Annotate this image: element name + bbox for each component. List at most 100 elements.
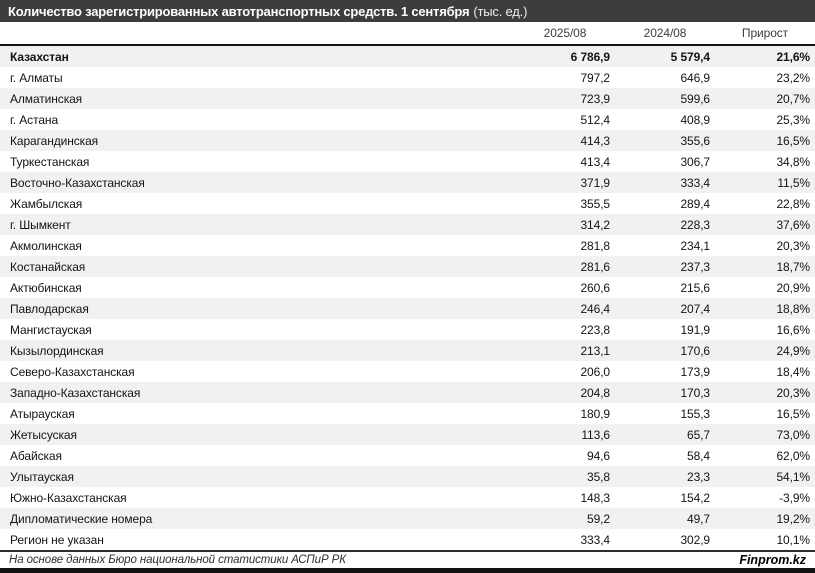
growth-cell: 25,3% xyxy=(776,112,810,127)
region-cell: Акмолинская xyxy=(10,238,82,253)
vehicles-table: 2025/08 2024/08 Прирост Казахстан 6 786,9… xyxy=(0,22,815,550)
growth-cell: 54,1% xyxy=(776,469,810,484)
value-2025-cell: 371,9 xyxy=(580,175,610,190)
report-footer: На основе данных Бюро национальной стати… xyxy=(0,550,815,568)
table-row: Улытауская 35,8 23,3 54,1% xyxy=(0,466,815,487)
value-2024-cell: 234,1 xyxy=(680,238,710,253)
brand-logo: Finprom.kz xyxy=(739,553,806,567)
value-2024-cell: 58,4 xyxy=(687,448,710,463)
value-2025-cell: 148,3 xyxy=(580,490,610,505)
value-2024-cell: 65,7 xyxy=(687,427,710,442)
table-row: г. Шымкент 314,2 228,3 37,6% xyxy=(0,214,815,235)
growth-cell: 73,0% xyxy=(776,427,810,442)
value-2024-cell: 228,3 xyxy=(680,217,710,232)
value-2025-cell: 213,1 xyxy=(580,343,610,358)
table-row: Костанайская 281,6 237,3 18,7% xyxy=(0,256,815,277)
value-2025-cell: 113,6 xyxy=(581,427,610,442)
region-cell: Кызылординская xyxy=(10,343,104,358)
growth-cell: 20,3% xyxy=(776,385,810,400)
region-cell: Мангистауская xyxy=(10,322,92,337)
table-row: Жетысуская 113,6 65,7 73,0% xyxy=(0,424,815,445)
value-2025-cell: 59,2 xyxy=(587,511,610,526)
source-note: На основе данных Бюро национальной стати… xyxy=(9,554,346,566)
value-2024-cell: 237,3 xyxy=(680,259,710,274)
table-row: г. Алматы 797,2 646,9 23,2% xyxy=(0,67,815,88)
region-cell: Жетысуская xyxy=(10,427,77,442)
value-2024-cell: 191,9 xyxy=(680,322,710,337)
growth-cell: 11,5% xyxy=(777,175,810,190)
value-2025-cell: 723,9 xyxy=(580,91,610,106)
region-cell: Западно-Казахстанская xyxy=(10,385,141,400)
value-2024-cell: 5 579,4 xyxy=(670,49,710,64)
column-header-growth: Прирост xyxy=(715,22,815,46)
growth-cell: 20,9% xyxy=(776,280,810,295)
value-2024-cell: 333,4 xyxy=(680,175,710,190)
table-row: Карагандинская 414,3 355,6 16,5% xyxy=(0,130,815,151)
growth-cell: 16,5% xyxy=(776,406,810,421)
value-2025-cell: 314,2 xyxy=(580,217,610,232)
value-2025-cell: 355,5 xyxy=(580,196,610,211)
growth-cell: 16,5% xyxy=(776,133,810,148)
value-2024-cell: 302,9 xyxy=(680,532,710,547)
value-2024-cell: 154,2 xyxy=(680,490,710,505)
region-cell: Атырауская xyxy=(10,406,75,421)
value-2024-cell: 306,7 xyxy=(680,154,710,169)
region-cell: Туркестанская xyxy=(10,154,90,169)
value-2024-cell: 49,7 xyxy=(687,511,710,526)
value-2025-cell: 281,6 xyxy=(580,259,610,274)
value-2024-cell: 170,3 xyxy=(680,385,710,400)
growth-cell: 10,1% xyxy=(776,532,810,547)
value-2025-cell: 414,3 xyxy=(580,133,610,148)
growth-cell: 22,8% xyxy=(776,196,810,211)
value-2025-cell: 204,8 xyxy=(580,385,610,400)
table-row: Восточно-Казахстанская 371,9 333,4 11,5% xyxy=(0,172,815,193)
table-row: Павлодарская 246,4 207,4 18,8% xyxy=(0,298,815,319)
region-cell: г. Астана xyxy=(10,112,59,127)
growth-cell: 37,6% xyxy=(776,217,810,232)
value-2025-cell: 260,6 xyxy=(580,280,610,295)
value-2024-cell: 173,9 xyxy=(680,364,710,379)
table-row: Актюбинская 260,6 215,6 20,9% xyxy=(0,277,815,298)
region-cell: Карагандинская xyxy=(10,133,99,148)
region-cell: Южно-Казахстанская xyxy=(10,490,127,505)
table-row: г. Астана 512,4 408,9 25,3% xyxy=(0,109,815,130)
growth-cell: 18,4% xyxy=(776,364,810,379)
region-cell: Казахстан xyxy=(10,49,69,64)
value-2025-cell: 413,4 xyxy=(580,154,610,169)
region-cell: г. Алматы xyxy=(10,70,63,85)
column-header-2024-08: 2024/08 xyxy=(615,22,715,46)
region-cell: Алматинская xyxy=(10,91,83,106)
value-2025-cell: 180,9 xyxy=(580,406,610,421)
value-2024-cell: 170,6 xyxy=(680,343,710,358)
table-row: Туркестанская 413,4 306,7 34,8% xyxy=(0,151,815,172)
region-cell: Жамбылская xyxy=(10,196,83,211)
table-row: Западно-Казахстанская 204,8 170,3 20,3% xyxy=(0,382,815,403)
growth-cell: 18,8% xyxy=(776,301,810,316)
value-2025-cell: 206,0 xyxy=(580,364,610,379)
value-2024-cell: 207,4 xyxy=(680,301,710,316)
table-row: Алматинская 723,9 599,6 20,7% xyxy=(0,88,815,109)
region-cell: Регион не указан xyxy=(10,532,104,547)
region-cell: Актюбинская xyxy=(10,280,82,295)
value-2024-cell: 599,6 xyxy=(680,91,710,106)
table-row: Атырауская 180,9 155,3 16,5% xyxy=(0,403,815,424)
growth-cell: 20,7% xyxy=(776,91,810,106)
value-2024-cell: 23,3 xyxy=(687,469,710,484)
value-2025-cell: 223,8 xyxy=(580,322,610,337)
table-row: Дипломатические номера 59,2 49,7 19,2% xyxy=(0,508,815,529)
value-2024-cell: 355,6 xyxy=(680,133,710,148)
table-row: Кызылординская 213,1 170,6 24,9% xyxy=(0,340,815,361)
table-row: Казахстан 6 786,9 5 579,4 21,6% xyxy=(0,45,815,67)
value-2024-cell: 408,9 xyxy=(680,112,710,127)
table-row: Северо-Казахстанская 206,0 173,9 18,4% xyxy=(0,361,815,382)
value-2025-cell: 797,2 xyxy=(580,70,610,85)
growth-cell: 34,8% xyxy=(776,154,810,169)
value-2025-cell: 333,4 xyxy=(580,532,610,547)
table-row: Мангистауская 223,8 191,9 16,6% xyxy=(0,319,815,340)
value-2025-cell: 512,4 xyxy=(580,112,610,127)
region-cell: Улытауская xyxy=(10,469,74,484)
table-row: Регион не указан 333,4 302,9 10,1% xyxy=(0,529,815,550)
growth-cell: 16,6% xyxy=(776,322,810,337)
value-2025-cell: 35,8 xyxy=(587,469,610,484)
region-cell: Костанайская xyxy=(10,259,86,274)
